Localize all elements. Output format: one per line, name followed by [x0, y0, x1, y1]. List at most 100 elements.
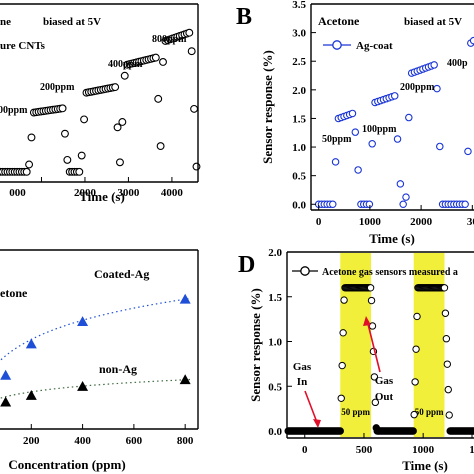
panel-c-point: [179, 374, 191, 385]
panel-c-point: [77, 316, 89, 326]
panel-b-point: [368, 140, 376, 148]
panel-d-exposure-label: 50 ppm: [341, 407, 370, 417]
panel-d-y-tick-label: 0.5: [268, 381, 282, 393]
panel-d-point: [441, 309, 450, 317]
panel-d-gas-in-arrowhead: [313, 419, 321, 428]
panel-b-point: [393, 135, 402, 143]
panel-d-point: [444, 385, 452, 394]
panel-d-legend-label: Acetone gas sensors measured a: [322, 267, 458, 278]
panel-a-point: [25, 160, 34, 169]
panel-a-point: [61, 129, 69, 138]
panel-a-point: [120, 71, 129, 80]
panel-a-point: [190, 104, 199, 113]
panel-a-title: ne: [0, 16, 11, 28]
panel-b-point: [430, 61, 438, 69]
panel-d-x-tick-label: 1: [469, 444, 474, 456]
panel-a-point: [58, 104, 67, 113]
panel-d-gas-out-arrowhead: [363, 316, 371, 326]
panel-d-legend: Acetone gas sensors measured a: [292, 266, 458, 278]
panel-a-point: [75, 167, 84, 176]
panel-c-x-tick-label: 600: [126, 435, 143, 447]
panel-d-x-tick-label: 1000: [412, 444, 435, 456]
panel-a-subtitle: biased at 5V: [43, 16, 101, 28]
panel-b-x-tick-label: 30: [467, 216, 474, 228]
panel-b-legend-label: Ag-coat: [356, 40, 393, 52]
panel-b-point: [365, 200, 374, 209]
panel-d-exposure-window: [413, 253, 445, 437]
panel-a-x-tick-label: 2000: [74, 187, 97, 199]
panel-c-point: [0, 369, 12, 380]
panel-d-gas-in-label: In: [297, 376, 307, 388]
panel-c-point: [25, 338, 37, 349]
panel-a-point: [116, 158, 124, 167]
panel-d-point: [440, 284, 449, 292]
panel-b-point: [331, 158, 340, 166]
panel-b-point: [461, 200, 469, 209]
panel-d-point: [370, 373, 379, 381]
panel-b-y-tick-label: 2.5: [292, 56, 306, 68]
panel-a-point: [77, 151, 86, 160]
panel-d-gas-out-label: Out: [375, 391, 394, 403]
panel-b-x-tick-label: 2000: [410, 216, 433, 228]
panel-b-point: [354, 166, 362, 174]
panel-d-point: [339, 329, 347, 337]
panel-d-exposure-label: 50 ppm: [415, 407, 444, 417]
panel-a-legend-label: ure CNTs: [0, 40, 46, 52]
panel-a-point: [192, 162, 201, 171]
panel-b-annotation: 400p: [447, 58, 468, 69]
panel-b-point: [390, 92, 399, 100]
panel-b-subtitle: biased at 5V: [404, 16, 462, 28]
panel-b-legend: Ag-coat: [323, 40, 393, 52]
panel-c-point: [77, 380, 89, 391]
panel-d-y-tick-label: 2.0: [268, 247, 282, 259]
panel-b-y-tick-label: 0.0: [292, 199, 306, 211]
panel-c-x-title: Concentration (ppm): [8, 457, 125, 472]
panel-d-exposure-window: [340, 253, 372, 437]
panel-b-y-tick-label: 3.5: [292, 0, 306, 11]
panel-c-x-tick-label: 400: [74, 435, 91, 447]
panel-b-y-tick-label: 2.0: [292, 85, 306, 97]
panel-b-point: [351, 128, 360, 136]
panel-b: B 0.0 0.5 1.0 1.5 2.0 2.5 3.0 3.5 0 1000 2000 30 A…: [236, 0, 474, 246]
panel-b-point: [464, 147, 472, 156]
panel-d-point: [409, 427, 417, 435]
panel-d-point: [412, 345, 420, 353]
panel-d-x-tick-label: 0: [302, 444, 308, 456]
panel-c: 200 400 600 800 etone Coated-Ag non-Ag Conc…: [0, 249, 199, 472]
panel-a-point: [187, 47, 196, 56]
panel-b-point: [433, 84, 441, 93]
panel-a-point: [156, 142, 165, 151]
panel-d-gas-out-label: Gas: [375, 375, 394, 387]
panel-b-x-title: Time (s): [369, 231, 415, 246]
panel-c-series-label-non: non-Ag: [99, 362, 137, 376]
panel-d-point: [413, 312, 421, 321]
panel-d-gas-in-arrow: [304, 390, 319, 426]
panel-a-point: [22, 167, 31, 176]
panel-b-point: [396, 180, 405, 188]
panel-b-y-title: Sensor response (%): [260, 50, 275, 164]
panel-d-point: [338, 361, 346, 370]
panel-d-y-title: Sensor response (%): [248, 288, 263, 402]
panel-d-gas-in-label: Gas: [293, 361, 312, 373]
panel-b-y-tick-label: 0.5: [292, 171, 306, 183]
panel-d-x-title: Time (s): [402, 458, 448, 473]
panel-a-point: [113, 123, 122, 132]
panel-b-annotation: 200ppm: [400, 82, 435, 93]
panel-b-point: [329, 200, 337, 209]
panel-b-title: Acetone: [318, 14, 360, 28]
panel-d-point: [443, 360, 452, 368]
panel-c-series-label-coated: Coated-Ag: [94, 267, 149, 281]
panel-d-point: [442, 335, 451, 343]
panel-a-x-tick-label: 4000: [161, 187, 184, 199]
panel-c-point: [25, 389, 37, 400]
panel-b-point: [405, 113, 413, 122]
panel-b-y-tick-label: 1.5: [292, 113, 306, 125]
panel-a-point: [63, 155, 72, 164]
panel-d-y-tick-label: 1.5: [268, 292, 282, 304]
panel-c-fit-curve: [0, 378, 191, 399]
panel-d-point: [337, 394, 345, 402]
panel-a-x-tick-label: 3000: [117, 187, 140, 199]
panel-c-x-tick-label: 800: [177, 435, 194, 447]
panel-b-letter: B: [236, 4, 252, 30]
